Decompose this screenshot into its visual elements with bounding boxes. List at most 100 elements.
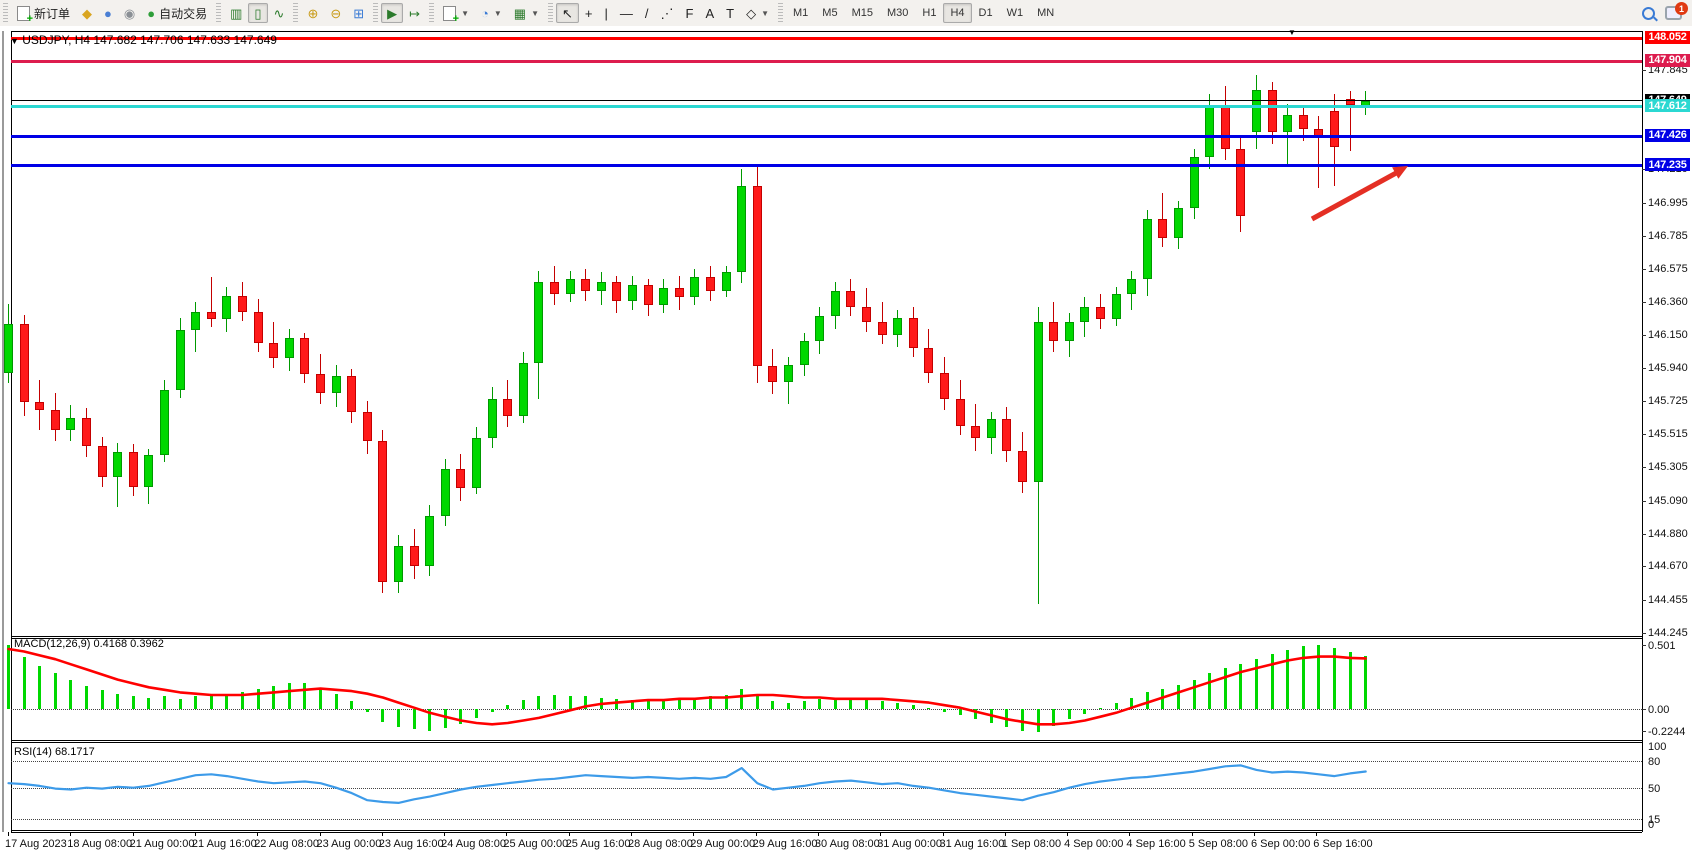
date-label: 17 Aug 2023 (5, 838, 67, 850)
macd-histogram-bar (443, 709, 447, 729)
timeframe-h4[interactable]: H4 (943, 3, 972, 23)
new-order-button[interactable]: 新订单 (11, 3, 76, 25)
tile-windows-button[interactable]: ⊞ (347, 3, 370, 23)
price-tick (1642, 202, 1646, 204)
search-icon[interactable] (1642, 6, 1655, 20)
date-tick (8, 832, 9, 836)
date-tick (444, 832, 446, 836)
templates-button[interactable]: ▦ ▼ (508, 3, 545, 23)
line-chart-button[interactable]: ∿ (268, 3, 291, 23)
trend-arrow-shaft[interactable] (1310, 169, 1400, 222)
macd-histogram-bar (1270, 654, 1274, 709)
price-level-line[interactable] (11, 105, 1642, 109)
price-tick (1642, 235, 1646, 237)
timeframe-w1[interactable]: W1 (1006, 7, 1024, 19)
macd-histogram-bar (521, 700, 525, 709)
macd-histogram-bar (1286, 650, 1290, 709)
candle (113, 452, 123, 478)
crosshair-button[interactable]: + (579, 3, 599, 23)
auto-scroll-button[interactable]: ▶ (381, 3, 404, 23)
trendline-button-icon: / (644, 5, 649, 21)
chart-shift-marker[interactable]: ▼ (1288, 28, 1296, 37)
timeframe-h1[interactable]: H1 (922, 7, 937, 19)
chart-shift-button-icon: ↦ (409, 5, 421, 21)
text-button[interactable]: A (699, 3, 720, 23)
price-tick-label: 145.090 (1648, 494, 1688, 507)
macd-histogram-bar (599, 697, 603, 709)
candlestick-chart-button[interactable]: ▯ (248, 3, 268, 23)
macd-histogram-bar (147, 697, 151, 709)
price-level-line[interactable] (11, 36, 1642, 40)
trendline-button[interactable]: / (639, 3, 655, 23)
candle (518, 363, 528, 417)
macd-histogram-bar (1067, 709, 1071, 720)
date-tick (1067, 832, 1069, 836)
zoom-out-button[interactable]: ⊖ (324, 3, 347, 23)
indicators-button[interactable]: ▼ (437, 3, 475, 25)
chart-left-edge (2, 31, 4, 832)
vertical-line-button[interactable]: | (599, 3, 614, 23)
toolbar: 新订单◆●◉●自动交易▥▯∿⊕⊖⊞▶↦▼◔▼▦▼↖+|—/⋰FAT◇▼M1M5M… (0, 0, 1692, 27)
profile-icon[interactable]: ● (98, 3, 118, 23)
timeframe-m1[interactable]: M1 (793, 7, 809, 19)
candle (877, 322, 887, 335)
timeframe-mn[interactable]: MN (1037, 7, 1055, 19)
candle (690, 277, 700, 298)
price-level-line[interactable] (11, 59, 1642, 63)
price-tick (1642, 169, 1646, 171)
rsi-tick-label: 50 (1648, 782, 1661, 795)
candle (1174, 208, 1183, 239)
label-button[interactable]: T (720, 3, 740, 23)
macd-histogram-bar (724, 694, 728, 709)
chevron-down-icon: ▼ (761, 8, 770, 18)
cursor-button[interactable]: ↖ (556, 3, 579, 23)
chat-icon[interactable]: 1 (1665, 2, 1688, 20)
candle (768, 366, 778, 382)
date-tick (70, 832, 72, 836)
zoom-in-button[interactable]: ⊕ (301, 3, 324, 23)
main-macd-separator (11, 636, 1642, 637)
channel-button[interactable]: ⋰ (655, 3, 680, 23)
autotrade-button[interactable]: ● 自动交易 (141, 3, 213, 23)
rsi-axis-separator (11, 830, 1642, 831)
date-label: 5 Sep 08:00 (1188, 838, 1249, 850)
candle (1205, 105, 1215, 157)
history-icon[interactable]: ◆ (76, 3, 98, 23)
arrows-button[interactable]: ◇ ▼ (740, 3, 775, 23)
candle (1142, 219, 1152, 279)
macd-histogram-bar (1208, 673, 1212, 709)
vertical-line-button-icon: | (604, 5, 608, 21)
tile-windows-button-icon: ⊞ (353, 5, 365, 21)
date-tick (1191, 832, 1193, 836)
timeframe-m15[interactable]: M15 (851, 7, 873, 19)
macd-histogram-bar (397, 709, 400, 727)
price-level-line[interactable] (11, 164, 1642, 168)
price-tick (1642, 268, 1646, 270)
timeframe-m5[interactable]: M5 (822, 7, 838, 19)
candle (378, 441, 388, 582)
collapse-icon[interactable]: ▼ (10, 36, 19, 46)
timeframe-d1[interactable]: D1 (978, 7, 993, 19)
macd-histogram-bar (256, 688, 260, 709)
price-level-line[interactable] (11, 134, 1642, 138)
chart-shift-button[interactable]: ↦ (403, 3, 426, 23)
date-tick (381, 832, 383, 836)
horizontal-line-button[interactable]: — (614, 3, 639, 23)
candle-wick (1349, 91, 1351, 151)
bar-chart-button[interactable]: ▥ (224, 3, 248, 23)
macd-tick-label: -0.2244 (1648, 726, 1686, 738)
timeframe-m30[interactable]: M30 (886, 7, 909, 19)
candle (487, 399, 497, 439)
date-tick (631, 832, 632, 836)
rsi-tick-label: 15 (1648, 813, 1661, 826)
signals-icon-icon: ◉ (123, 5, 136, 21)
macd-histogram-bar (1333, 647, 1336, 709)
periods-button[interactable]: ◔ ▼ (475, 3, 508, 23)
price-axis-line (1642, 31, 1643, 832)
macd-tick (1642, 709, 1646, 710)
candle (394, 546, 403, 582)
trend-arrow-head[interactable] (1392, 166, 1408, 179)
signals-icon[interactable]: ◉ (118, 3, 141, 23)
candle (674, 288, 684, 298)
fibonacci-button[interactable]: F (680, 3, 700, 23)
